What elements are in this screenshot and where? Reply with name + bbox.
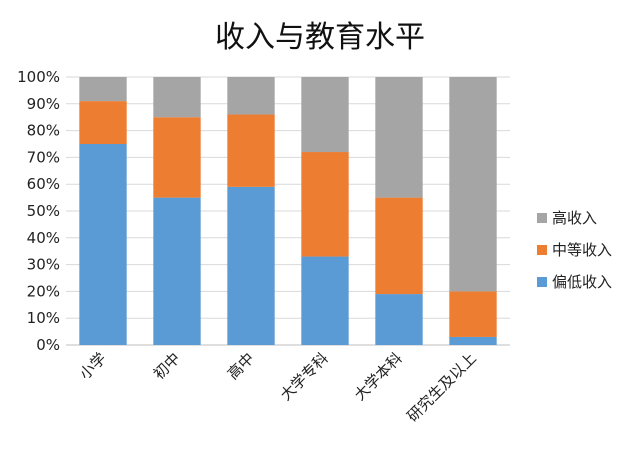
bar-segment: [449, 336, 497, 345]
bar-segment: [153, 117, 201, 198]
bar-segment: [375, 197, 423, 295]
bar-segment: [227, 114, 275, 187]
bar-segment: [301, 152, 349, 257]
y-tick-label: 50%: [27, 202, 60, 220]
y-tick-label: 100%: [17, 68, 60, 86]
y-axis: 0% 10% 20% 30% 40% 50% 60% 70% 80% 90% 100%: [17, 68, 60, 354]
x-tick-label: 高中: [224, 349, 258, 383]
x-tick-label: 大学专科: [277, 349, 332, 404]
y-tick-label: 70%: [27, 148, 60, 166]
x-tick-label: 初中: [150, 349, 184, 383]
bar-segment: [79, 144, 127, 345]
legend-swatch: [537, 245, 547, 255]
y-tick-label: 40%: [27, 229, 60, 247]
legend-swatch: [537, 277, 547, 287]
y-tick-label: 60%: [27, 175, 60, 193]
bars: [79, 77, 497, 345]
bar-segment: [227, 186, 275, 345]
legend-label: 高收入: [552, 209, 597, 227]
y-tick-label: 10%: [27, 309, 60, 327]
y-tick-label: 80%: [27, 122, 60, 140]
gridlines: [66, 76, 510, 346]
bar-segment: [301, 77, 349, 153]
bar-segment: [449, 77, 497, 292]
legend-label: 中等收入: [552, 241, 612, 259]
y-tick-label: 0%: [36, 336, 60, 354]
x-tick-label: 小学: [76, 349, 110, 383]
bar-segment: [79, 77, 127, 102]
y-tick-label: 30%: [27, 256, 60, 274]
bar-segment: [153, 197, 201, 345]
bar-segment: [153, 77, 201, 118]
bar-segment: [79, 101, 127, 144]
bar-segment: [375, 294, 423, 345]
bar-segment: [227, 77, 275, 115]
bar-segment: [301, 256, 349, 345]
y-tick-label: 90%: [27, 95, 60, 113]
chart-title: 收入与教育水平: [215, 20, 425, 55]
bar-segment: [449, 291, 497, 337]
bar-segment: [375, 77, 423, 198]
legend-swatch: [537, 213, 547, 223]
y-tick-label: 20%: [27, 282, 60, 300]
x-tick-label: 大学本科: [351, 349, 406, 404]
legend-label: 偏低收入: [552, 273, 612, 291]
x-tick-label: 研究生及以上: [403, 349, 479, 425]
